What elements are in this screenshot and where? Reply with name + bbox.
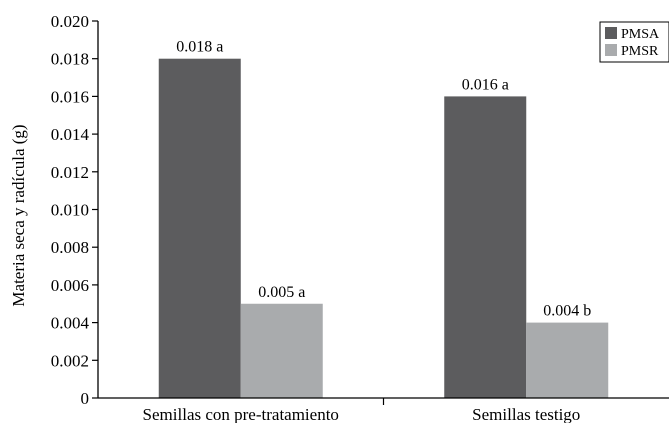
y-tick-label: 0.018 — [51, 50, 89, 69]
data-label: 0.005 a — [258, 284, 305, 301]
y-tick-label: 0.008 — [51, 238, 89, 257]
legend-label: PMSR — [621, 44, 659, 59]
bars-layer — [158, 58, 609, 399]
y-axis: 0 0.002 0.004 0.006 0.008 0.010 0.012 0.014 0.01… — [51, 12, 99, 408]
data-label: 0.016 a — [462, 76, 509, 93]
y-tick-label: 0.012 — [51, 163, 89, 182]
y-tick-label: 0 — [81, 389, 90, 408]
bar-pmsr — [526, 322, 609, 398]
y-tick-label: 0.010 — [51, 201, 89, 220]
x-tick-label: Semillas testigo — [472, 405, 580, 423]
data-label: 0.004 b — [543, 303, 591, 320]
y-tick-label: 0.004 — [51, 314, 90, 333]
data-label: 0.018 a — [176, 39, 223, 56]
legend: PMSA PMSR — [599, 21, 669, 63]
y-tick-label: 0.016 — [51, 87, 89, 106]
y-tick-label: 0.006 — [51, 276, 89, 295]
bar-pmsa — [444, 96, 527, 399]
y-tick-label: 0.014 — [51, 125, 90, 144]
legend-label: PMSA — [621, 27, 660, 42]
data-labels-layer: 0.018 a 0.005 a 0.016 a 0.004 b — [176, 39, 591, 320]
bar-pmsr — [240, 303, 323, 398]
y-axis-title: Materia seca y radícula (g) — [9, 124, 28, 306]
y-tick-label: 0.002 — [51, 351, 89, 370]
legend-swatch-pmsa — [605, 27, 617, 39]
y-tick-label: 0.020 — [51, 12, 89, 31]
x-tick-label: Semillas con pre-tratamiento — [143, 405, 339, 423]
legend-swatch-pmsr — [605, 44, 617, 56]
bar-pmsa — [158, 58, 241, 398]
x-axis: Semillas con pre-tratamiento Semillas tes… — [98, 397, 669, 423]
